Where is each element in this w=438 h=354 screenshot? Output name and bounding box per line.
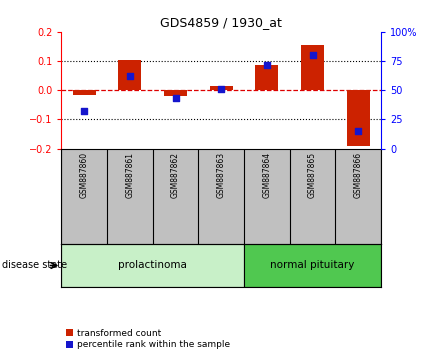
Bar — [301, 45, 324, 90]
Text: normal pituitary: normal pituitary — [270, 261, 355, 270]
Text: GSM887864: GSM887864 — [262, 152, 272, 198]
Text: GSM887866: GSM887866 — [354, 152, 363, 198]
Point — [355, 128, 362, 134]
Point — [263, 62, 270, 67]
Point — [172, 96, 179, 101]
Bar — [255, 65, 278, 90]
Bar — [73, 90, 95, 95]
Bar — [244, 244, 381, 287]
Text: GSM887861: GSM887861 — [125, 152, 134, 198]
Bar — [118, 59, 141, 90]
Bar — [164, 90, 187, 96]
Bar — [347, 90, 370, 146]
Point — [126, 73, 133, 79]
Text: GSM887860: GSM887860 — [80, 152, 88, 198]
Point — [81, 108, 88, 114]
Point — [309, 52, 316, 58]
Text: prolactinoma: prolactinoma — [118, 261, 187, 270]
Text: disease state: disease state — [2, 261, 67, 270]
Bar — [210, 86, 233, 90]
Legend: transformed count, percentile rank within the sample: transformed count, percentile rank withi… — [66, 329, 230, 349]
Text: GSM887863: GSM887863 — [217, 152, 226, 198]
Title: GDS4859 / 1930_at: GDS4859 / 1930_at — [160, 16, 282, 29]
Bar — [61, 244, 244, 287]
Text: GSM887865: GSM887865 — [308, 152, 317, 198]
Text: GSM887862: GSM887862 — [171, 152, 180, 198]
Point — [218, 86, 225, 92]
